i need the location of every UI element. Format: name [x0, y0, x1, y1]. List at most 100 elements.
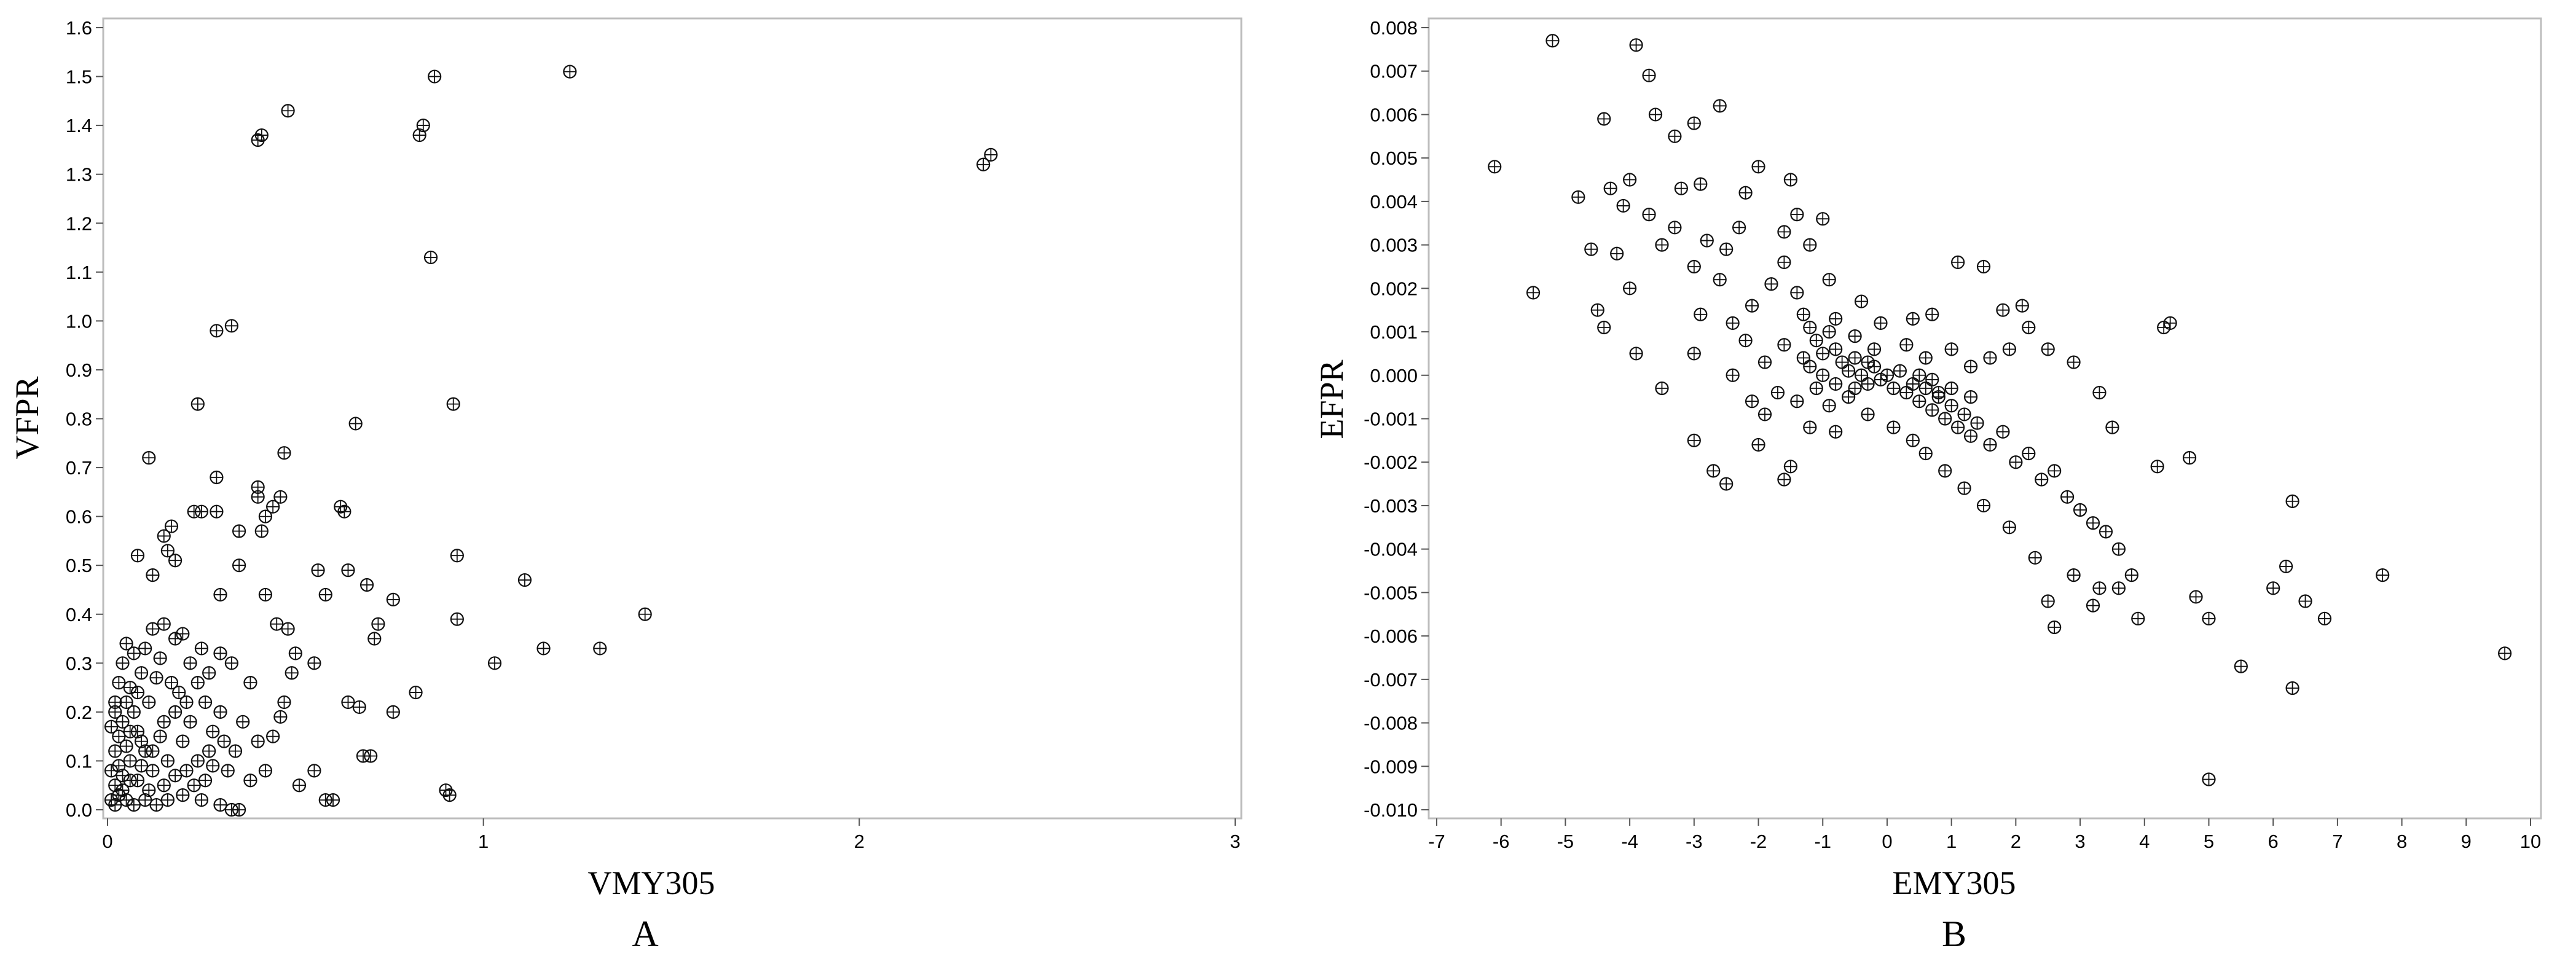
- data-point: [1829, 311, 1843, 326]
- data-point: [1925, 307, 1939, 321]
- data-point: [1803, 320, 1817, 335]
- y-tick-label: 1.1: [66, 262, 92, 283]
- data-point: [157, 778, 171, 793]
- data-point: [1906, 433, 1920, 447]
- scatter-points-b: [1488, 34, 2512, 786]
- data-point: [273, 490, 288, 504]
- y-tick-label: 0.6: [66, 506, 92, 528]
- data-point: [1887, 381, 1901, 396]
- data-point: [1963, 390, 1978, 404]
- data-point: [1764, 277, 1778, 291]
- y-tick-label: 1.5: [66, 66, 92, 88]
- data-point: [221, 764, 235, 778]
- x-tick-label: 9: [2461, 831, 2472, 852]
- data-point: [1694, 177, 1708, 191]
- data-point: [251, 734, 265, 748]
- data-point: [1809, 381, 1823, 396]
- data-point: [2086, 516, 2100, 530]
- data-point: [1642, 68, 1656, 82]
- data-point: [1603, 181, 1617, 195]
- y-axis-label-b: EFPR: [1313, 359, 1350, 439]
- y-tick-label: -0.002: [1364, 452, 1418, 473]
- data-point: [1796, 307, 1810, 321]
- y-tick-label: -0.005: [1364, 582, 1418, 603]
- data-point: [190, 754, 205, 768]
- data-point: [168, 554, 183, 568]
- data-point: [1944, 399, 1958, 413]
- y-tick-label: 1.6: [66, 17, 92, 39]
- data-point: [2073, 503, 2087, 517]
- y-tick-label: 0.8: [66, 409, 92, 430]
- data-point: [127, 646, 141, 660]
- data-point: [130, 549, 145, 563]
- data-point: [277, 446, 291, 460]
- data-point: [536, 641, 551, 656]
- data-point: [168, 632, 183, 646]
- data-point: [2163, 316, 2177, 331]
- data-point: [2124, 568, 2138, 582]
- data-point: [202, 744, 216, 758]
- data-point: [1829, 342, 1843, 356]
- x-tick-label: 7: [2332, 831, 2342, 852]
- data-point: [277, 695, 291, 710]
- data-point: [172, 685, 186, 700]
- data-point: [146, 568, 160, 582]
- panel-label-b: B: [1942, 914, 1966, 954]
- data-point: [352, 700, 366, 715]
- y-tick-label: 0.3: [66, 652, 92, 674]
- data-point: [1668, 129, 1682, 143]
- y-tick-label: -0.006: [1364, 625, 1418, 647]
- x-tick-label: 4: [2139, 831, 2150, 852]
- data-point: [183, 656, 197, 670]
- data-point: [1867, 342, 1882, 356]
- data-point: [194, 641, 209, 656]
- data-point: [1912, 368, 1926, 382]
- data-point: [149, 671, 163, 685]
- data-point: [371, 617, 385, 631]
- y-tick-label: 0.1: [66, 750, 92, 772]
- data-point: [153, 729, 167, 743]
- data-point: [224, 802, 238, 817]
- data-point: [1745, 299, 1759, 313]
- data-point: [1674, 181, 1688, 195]
- data-point: [210, 504, 224, 519]
- data-point: [1951, 255, 1965, 269]
- data-point: [563, 65, 577, 79]
- data-point: [1757, 355, 1772, 369]
- data-point: [423, 250, 438, 265]
- x-tick-label: 1: [478, 831, 489, 852]
- y-tick-label: -0.009: [1364, 756, 1418, 777]
- data-point: [1887, 420, 1901, 434]
- data-point: [2035, 472, 2049, 487]
- data-point: [1526, 286, 1541, 300]
- data-point: [1642, 208, 1656, 222]
- data-point: [1957, 407, 1971, 421]
- y-tick-label: -0.007: [1364, 669, 1418, 691]
- y-tick-label: 0.4: [66, 604, 92, 625]
- data-point: [2266, 581, 2280, 595]
- data-point: [1899, 338, 1914, 352]
- scatter-panel-a: 0.0 0.1 0.2 0.3 0.4 0.5 0.6 0.7 0.8 0.9 1.0 1.1 1.2 1…: [9, 17, 1243, 954]
- x-tick-label: 0: [1882, 831, 1892, 852]
- x-axis-ticks-b: -7 -6 -5 -4 -3 -2 -1 0 1 2 3 4 5 6 7 8 9 10: [1428, 818, 2541, 852]
- y-tick-label: 0.003: [1370, 235, 1418, 256]
- data-point: [1880, 368, 1895, 382]
- data-point: [1751, 160, 1765, 174]
- data-point: [130, 685, 145, 700]
- data-point: [127, 705, 141, 719]
- data-point: [2234, 659, 2248, 673]
- x-tick-label: -7: [1428, 831, 1445, 852]
- x-tick-label: -2: [1750, 831, 1767, 852]
- data-point: [146, 622, 160, 636]
- data-point: [1912, 394, 1926, 409]
- data-point: [409, 685, 423, 700]
- data-point: [2202, 772, 2216, 786]
- data-point: [2028, 550, 2042, 565]
- data-point: [1809, 334, 1823, 348]
- data-point: [112, 759, 126, 773]
- y-tick-label: 0.001: [1370, 321, 1418, 343]
- data-point: [183, 715, 197, 729]
- scatter-panel-b: 0.008 0.007 0.006 0.005 0.004 0.003 0.002 0.001…: [1313, 17, 2542, 954]
- data-point: [2099, 525, 2113, 539]
